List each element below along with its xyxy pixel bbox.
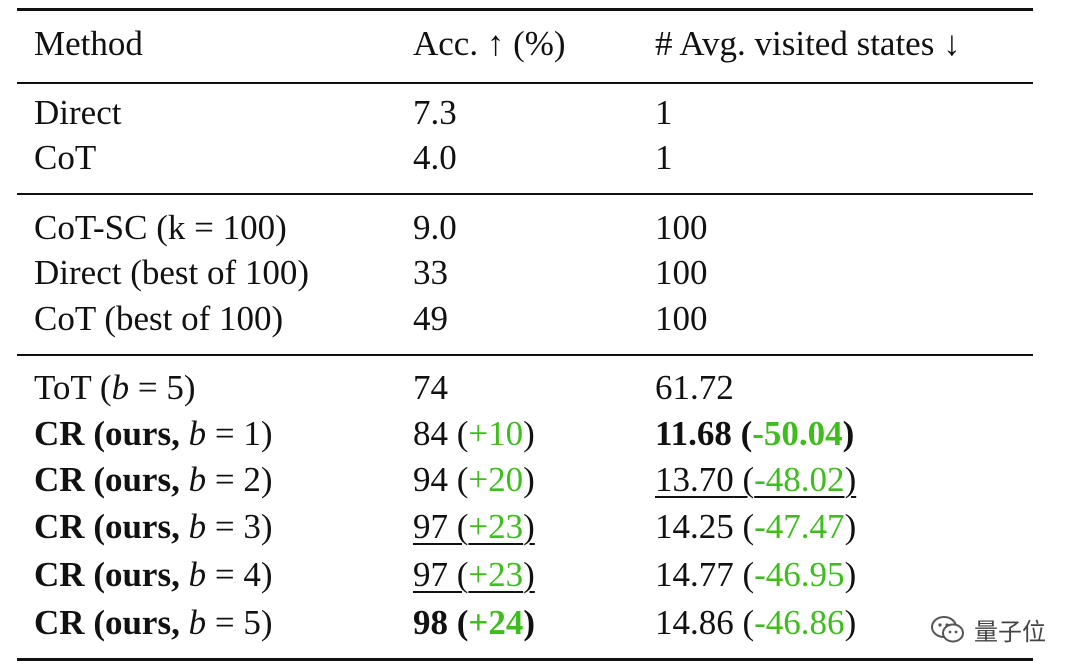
method-cell: CR (ours, b = 4) <box>34 555 273 594</box>
bottom-rule <box>17 658 1033 661</box>
accuracy-cell: 74 <box>413 368 448 407</box>
accuracy-cell: 97 (+23) <box>413 507 535 546</box>
table-row: CoT (best of 100) 49 100 <box>0 297 1080 341</box>
header-visited-states: # Avg. visited states ↓ <box>655 24 961 63</box>
states-cell: 1 <box>655 138 673 177</box>
accuracy-cell: 97 (+23) <box>413 555 535 594</box>
states-delta: -46.95 <box>754 555 845 594</box>
states-cell: 13.70 (-48.02) <box>655 460 857 499</box>
group1-rule <box>17 193 1033 195</box>
table-header: Method Acc. ↑ (%) # Avg. visited states … <box>0 22 1080 66</box>
table-row: CoT-SC (k = 100) 9.0 100 <box>0 206 1080 250</box>
states-cell: 14.86 (-46.86) <box>655 603 857 642</box>
accuracy-cell: 49 <box>413 299 448 338</box>
table-row: CR (ours, b = 1) 84 (+10) 11.68 (-50.04) <box>0 412 1080 456</box>
states-delta: -47.47 <box>754 507 845 546</box>
header-accuracy: Acc. ↑ (%) <box>413 24 566 63</box>
accuracy-cell: 9.0 <box>413 208 457 247</box>
method-cell: CR (ours, b = 5) <box>34 603 273 642</box>
wechat-icon <box>930 615 966 645</box>
states-cell: 11.68 (-50.04) <box>655 414 855 453</box>
accuracy-cell: 7.3 <box>413 93 457 132</box>
states-cell: 1 <box>655 93 673 132</box>
group2-rule <box>17 354 1033 356</box>
table-row: CR (ours, b = 3) 97 (+23) 14.25 (-47.47) <box>0 505 1080 549</box>
states-cell: 100 <box>655 208 708 247</box>
accuracy-cell: 4.0 <box>413 138 457 177</box>
table-row: Direct (best of 100) 33 100 <box>0 251 1080 295</box>
table-row: ToT (b = 5) 74 61.72 <box>0 366 1080 410</box>
header-method: Method <box>34 24 143 63</box>
table-row: CR (ours, b = 5) 98 (+24) 14.86 (-46.86) <box>0 601 1080 645</box>
states-cell: 61.72 <box>655 368 734 407</box>
method-cell: CR (ours, b = 1) <box>34 414 273 453</box>
accuracy-delta: +10 <box>468 414 524 453</box>
accuracy-delta: +24 <box>468 603 524 642</box>
method-cell: Direct <box>34 93 122 132</box>
method-cell: CoT <box>34 138 97 177</box>
method-cell: CR (ours, b = 3) <box>34 507 273 546</box>
states-delta: -50.04 <box>752 414 843 453</box>
watermark: 量子位 <box>930 612 1046 647</box>
accuracy-cell: 84 (+10) <box>413 414 535 453</box>
accuracy-delta: +20 <box>468 460 524 499</box>
method-cell: ToT (b = 5) <box>34 368 196 407</box>
method-cell: CoT (best of 100) <box>34 299 284 338</box>
accuracy-cell: 33 <box>413 253 448 292</box>
states-delta: -46.86 <box>754 603 845 642</box>
accuracy-delta: +23 <box>468 507 524 546</box>
states-delta: -48.02 <box>754 460 845 499</box>
method-cell: CoT-SC (k = 100) <box>34 208 287 247</box>
table-row: CR (ours, b = 2) 94 (+20) 13.70 (-48.02) <box>0 458 1080 502</box>
header-rule <box>17 82 1033 84</box>
table-row: CoT 4.0 1 <box>0 136 1080 180</box>
states-cell: 100 <box>655 299 708 338</box>
states-cell: 14.25 (-47.47) <box>655 507 857 546</box>
table-row: Direct 7.3 1 <box>0 91 1080 135</box>
accuracy-delta: +23 <box>468 555 524 594</box>
accuracy-cell: 98 (+24) <box>413 603 536 642</box>
method-cell: Direct (best of 100) <box>34 253 310 292</box>
top-rule <box>17 8 1033 11</box>
states-cell: 14.77 (-46.95) <box>655 555 857 594</box>
accuracy-cell: 94 (+20) <box>413 460 535 499</box>
table-row: CR (ours, b = 4) 97 (+23) 14.77 (-46.95) <box>0 553 1080 597</box>
states-cell: 100 <box>655 253 708 292</box>
watermark-text: 量子位 <box>974 618 1046 646</box>
method-cell: CR (ours, b = 2) <box>34 460 273 499</box>
